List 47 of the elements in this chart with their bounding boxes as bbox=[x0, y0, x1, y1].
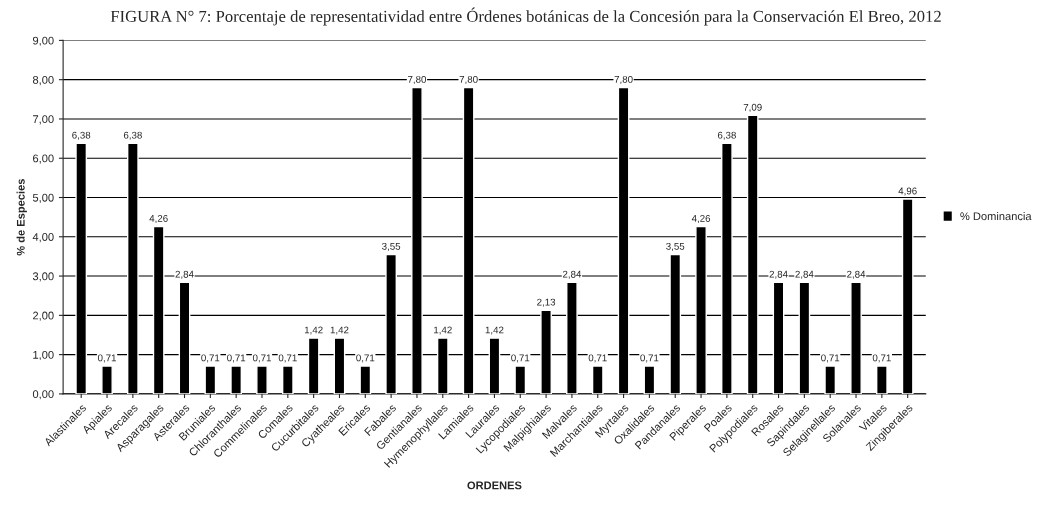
data-label: 2,84 bbox=[562, 270, 582, 279]
data-label: 0,71 bbox=[97, 354, 117, 363]
chart-title: FIGURA N° 7: Porcentaje de representatividad entre Órdenes botánicas de la Concesión para la Conservación El Breo, 2012 bbox=[110, 7, 941, 26]
y-axis-title: % de Especies bbox=[16, 179, 27, 256]
y-tick-label: 3,00 bbox=[32, 272, 54, 282]
y-tick-label: 8,00 bbox=[32, 75, 54, 86]
data-label: 7,80 bbox=[408, 75, 427, 84]
data-label: 0,71 bbox=[588, 354, 607, 363]
y-tick-label: 2,00 bbox=[33, 311, 54, 321]
data-label: 2,84 bbox=[795, 270, 814, 279]
data-label: 1,42 bbox=[304, 326, 323, 335]
data-label: 2,84 bbox=[175, 270, 194, 279]
data-label: 2,84 bbox=[769, 270, 788, 279]
data-label: 2,84 bbox=[847, 270, 866, 279]
legend-label: % Dominancia bbox=[960, 211, 1032, 221]
data-label: 0,71 bbox=[872, 354, 891, 363]
data-label: 7,80 bbox=[459, 75, 478, 84]
data-label: 0,71 bbox=[252, 354, 271, 363]
data-label: 4,96 bbox=[898, 187, 917, 196]
data-label: 0,71 bbox=[201, 354, 220, 363]
data-label: 1,42 bbox=[434, 326, 452, 335]
data-label: 2,13 bbox=[537, 298, 556, 307]
data-label: 7,80 bbox=[614, 75, 633, 84]
data-label: 4,26 bbox=[149, 214, 168, 224]
y-tick-label: 6,00 bbox=[33, 154, 54, 164]
data-label: 6,38 bbox=[123, 131, 142, 140]
data-label: 0,71 bbox=[821, 354, 840, 363]
x-axis-title: ORDENES bbox=[467, 481, 522, 490]
y-tick-label: 4,00 bbox=[32, 233, 54, 243]
y-tick-label: 1,00 bbox=[33, 350, 54, 361]
data-label: 0,71 bbox=[356, 354, 375, 363]
data-label: 4,26 bbox=[691, 214, 711, 224]
y-tick-label: 5,00 bbox=[32, 193, 54, 203]
data-label: 0,71 bbox=[278, 354, 297, 363]
data-label: 6,38 bbox=[717, 131, 736, 140]
y-tick-label: 0,00 bbox=[32, 390, 54, 400]
data-label: 6,38 bbox=[72, 131, 91, 140]
y-tick-label: 7,00 bbox=[33, 115, 54, 125]
data-label: 0,71 bbox=[227, 354, 246, 363]
data-label: 0,71 bbox=[640, 354, 659, 363]
data-label: 3,55 bbox=[382, 242, 401, 251]
data-label: 7,09 bbox=[743, 103, 762, 112]
data-label: 1,42 bbox=[330, 326, 349, 335]
data-label: 1,42 bbox=[485, 326, 504, 335]
data-label: 0,71 bbox=[511, 354, 530, 363]
y-tick-label: 9,00 bbox=[32, 36, 54, 46]
data-label: 3,55 bbox=[666, 242, 685, 251]
